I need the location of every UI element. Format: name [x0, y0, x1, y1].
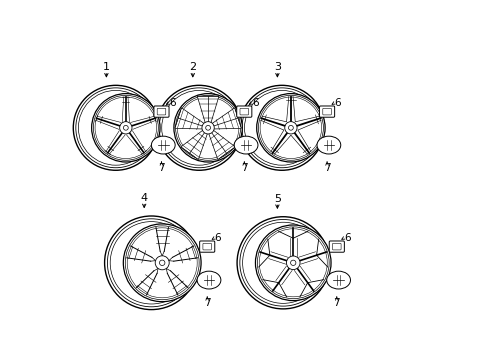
- Text: 7: 7: [158, 163, 165, 174]
- Text: 7: 7: [204, 298, 211, 309]
- Ellipse shape: [177, 97, 239, 158]
- Ellipse shape: [257, 227, 329, 299]
- Text: 7: 7: [334, 298, 340, 309]
- Text: 6: 6: [215, 233, 221, 243]
- Ellipse shape: [257, 94, 325, 162]
- Text: 6: 6: [335, 98, 341, 108]
- Text: 6: 6: [169, 98, 175, 108]
- Ellipse shape: [95, 97, 157, 158]
- Ellipse shape: [174, 94, 242, 162]
- Polygon shape: [212, 108, 242, 129]
- Text: 6: 6: [344, 233, 351, 243]
- Text: 2: 2: [189, 62, 196, 72]
- Polygon shape: [181, 130, 207, 159]
- Ellipse shape: [317, 136, 341, 154]
- Ellipse shape: [155, 256, 169, 270]
- Ellipse shape: [287, 256, 300, 270]
- Ellipse shape: [94, 95, 158, 160]
- Ellipse shape: [291, 260, 296, 265]
- Ellipse shape: [234, 136, 258, 154]
- Ellipse shape: [202, 122, 214, 134]
- FancyBboxPatch shape: [319, 106, 335, 117]
- Ellipse shape: [259, 229, 327, 297]
- Ellipse shape: [125, 226, 199, 300]
- Ellipse shape: [197, 271, 221, 289]
- Ellipse shape: [260, 97, 321, 158]
- Text: 7: 7: [241, 163, 247, 174]
- FancyBboxPatch shape: [329, 241, 344, 252]
- Text: 3: 3: [274, 62, 281, 72]
- FancyBboxPatch shape: [199, 241, 215, 252]
- Ellipse shape: [258, 95, 323, 160]
- Polygon shape: [175, 108, 204, 129]
- Polygon shape: [197, 96, 219, 123]
- Ellipse shape: [206, 125, 211, 130]
- Ellipse shape: [255, 225, 331, 301]
- Ellipse shape: [285, 122, 297, 134]
- Text: 5: 5: [274, 194, 281, 204]
- Ellipse shape: [151, 136, 175, 154]
- Text: 7: 7: [324, 163, 330, 174]
- Ellipse shape: [92, 94, 160, 162]
- Text: 6: 6: [252, 98, 258, 108]
- Text: 1: 1: [103, 62, 110, 72]
- FancyBboxPatch shape: [154, 106, 169, 117]
- Text: 4: 4: [141, 193, 148, 203]
- Ellipse shape: [175, 95, 241, 160]
- Ellipse shape: [127, 228, 197, 298]
- Polygon shape: [209, 130, 235, 159]
- Ellipse shape: [327, 271, 350, 289]
- Ellipse shape: [123, 224, 201, 302]
- Ellipse shape: [289, 125, 294, 130]
- Ellipse shape: [123, 125, 128, 130]
- Ellipse shape: [120, 122, 132, 134]
- Ellipse shape: [159, 260, 165, 266]
- FancyBboxPatch shape: [237, 106, 252, 117]
